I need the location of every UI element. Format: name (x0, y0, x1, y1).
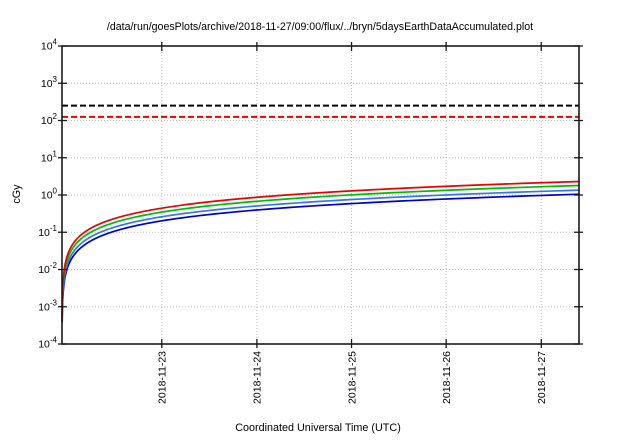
x-tick-label: 2018-11-24 (252, 351, 264, 404)
x-tick-label: 2018-11-26 (441, 351, 453, 404)
y-tick-label: 10-1 (38, 224, 57, 239)
y-tick-label: 10-2 (38, 261, 57, 276)
plot-title: /data/run/goesPlots/archive/2018-11-27/0… (106, 21, 534, 33)
y-tick-label: 101 (41, 149, 58, 164)
y-tick-label: 100 (41, 187, 58, 202)
x-tick-label: 2018-11-27 (536, 351, 548, 404)
x-tick-label: 2018-11-25 (346, 351, 358, 404)
x-axis-title: Coordinated Universal Time (UTC) (235, 422, 401, 434)
y-tick-label: 104 (41, 38, 58, 53)
y-tick-label: 10-4 (38, 336, 57, 351)
y-tick-label: 103 (41, 75, 58, 90)
y-tick-label: 102 (41, 112, 58, 127)
series-curve-red (61, 180, 580, 323)
y-tick-label: 10-3 (38, 298, 57, 313)
series-curve-light-blue (61, 189, 580, 323)
series-curve-blue (61, 193, 580, 323)
x-tick-label: 2018-11-23 (157, 351, 169, 404)
y-axis-title: cGy (11, 184, 23, 204)
